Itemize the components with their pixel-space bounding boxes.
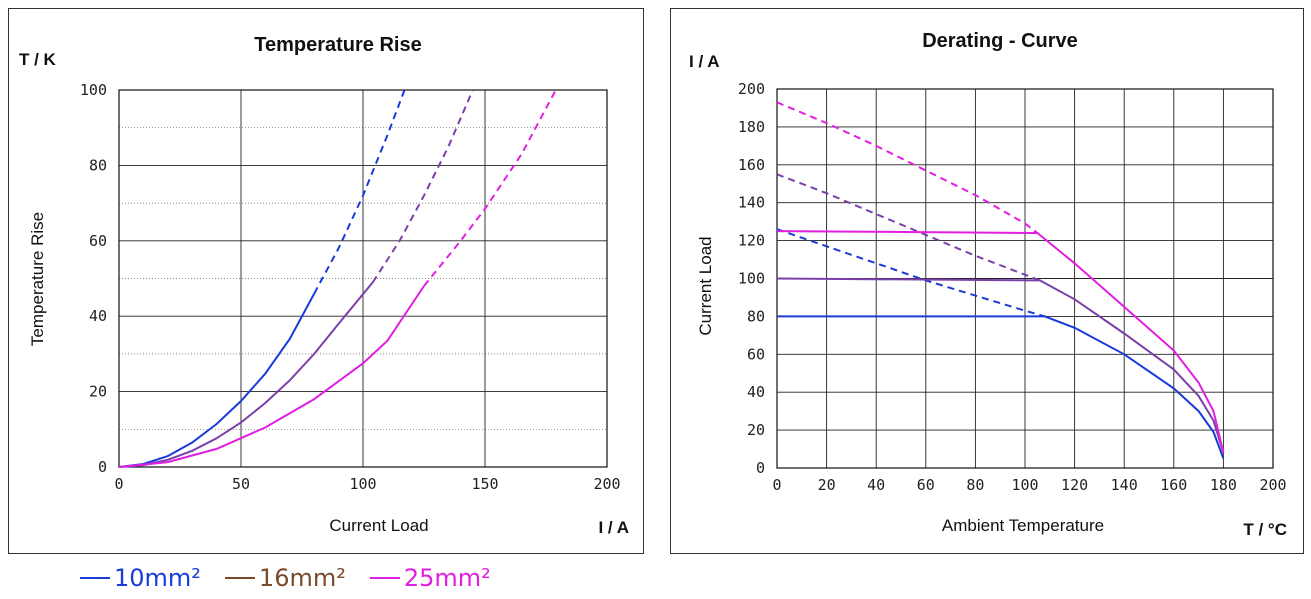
series-line-dashed — [776, 173, 1041, 282]
x-tick-label: 100 — [1011, 476, 1038, 494]
y-tick-label: 80 — [89, 156, 107, 174]
series-line — [777, 315, 1225, 459]
legend-label: 10mm² — [114, 564, 201, 592]
series-line-dashed — [423, 89, 557, 287]
x-tick-label: 40 — [867, 476, 885, 494]
chart-title: Temperature Rise — [254, 34, 421, 56]
series-line-dashed — [776, 101, 1039, 234]
legend-swatch — [224, 577, 255, 579]
y-tick-label: 40 — [89, 307, 107, 325]
series-line — [118, 281, 374, 468]
legend-swatch — [80, 577, 110, 579]
y-tick-label: 120 — [738, 232, 765, 250]
temperature-rise-chart-panel: Temperature Rise T / K I / A Current Loa… — [8, 8, 644, 554]
x-tick-label: 120 — [1061, 476, 1088, 494]
y-tick-label: 20 — [747, 421, 765, 439]
y-axis-label: Current Load — [696, 236, 715, 335]
y-tick-label: 180 — [738, 118, 765, 136]
chart-legend: 10mm² 16mm² 25mm² — [80, 560, 491, 596]
x-tick-label: 50 — [232, 475, 250, 493]
legend-label: 16mm² — [258, 564, 346, 592]
series-line-dashed — [371, 89, 474, 283]
legend-label: 25mm² — [403, 564, 491, 592]
y-tick-label: 40 — [747, 383, 765, 401]
y-unit-label: T / K — [19, 50, 57, 69]
y-tick-label: 100 — [738, 270, 765, 288]
series-line-dashed — [313, 89, 406, 295]
y-tick-label: 60 — [89, 232, 107, 250]
y-tick-label: 20 — [89, 383, 107, 401]
legend-item: 25mm² — [369, 560, 491, 596]
series-line — [776, 230, 1225, 454]
x-tick-label: 0 — [114, 475, 123, 493]
y-tick-label: 160 — [738, 156, 765, 174]
derating-curve-chart: Derating - Curve I / A T / °C Ambient Te… — [689, 30, 1287, 539]
y-tick-label: 100 — [80, 81, 107, 99]
legend-swatch — [369, 577, 400, 579]
y-tick-label: 0 — [756, 459, 765, 477]
y-tick-label: 140 — [738, 194, 765, 212]
series-line — [118, 293, 316, 468]
y-tick-label: 200 — [738, 80, 765, 98]
y-tick-label: 0 — [98, 458, 107, 476]
plot-frame — [118, 89, 608, 468]
x-tick-label: 20 — [818, 476, 836, 494]
x-tick-label: 200 — [1259, 476, 1286, 494]
chart-title: Derating - Curve — [922, 30, 1078, 52]
x-tick-label: 150 — [471, 475, 498, 493]
x-tick-label: 100 — [349, 475, 376, 493]
x-unit-label: T / °C — [1243, 520, 1287, 539]
x-tick-label: 60 — [917, 476, 935, 494]
x-tick-label: 0 — [772, 476, 781, 494]
x-tick-label: 140 — [1111, 476, 1138, 494]
x-unit-label: I / A — [598, 518, 629, 537]
x-axis-label: Ambient Temperature — [942, 516, 1104, 535]
series-line — [776, 277, 1225, 454]
legend-item: 16mm² — [224, 560, 346, 596]
y-axis-label: Temperature Rise — [28, 212, 47, 346]
temperature-rise-chart: Temperature Rise T / K I / A Current Loa… — [19, 34, 629, 537]
x-tick-label: 80 — [966, 476, 984, 494]
y-tick-label: 60 — [747, 345, 765, 363]
x-tick-label: 200 — [593, 475, 620, 493]
y-tick-label: 80 — [747, 307, 765, 325]
derating-curve-chart-panel: Derating - Curve I / A T / °C Ambient Te… — [670, 8, 1304, 554]
x-tick-label: 180 — [1210, 476, 1237, 494]
series-line — [118, 285, 425, 468]
x-tick-label: 160 — [1160, 476, 1187, 494]
x-axis-label: Current Load — [329, 516, 428, 535]
legend-item: 10mm² — [80, 560, 201, 596]
y-unit-label: I / A — [689, 52, 720, 71]
